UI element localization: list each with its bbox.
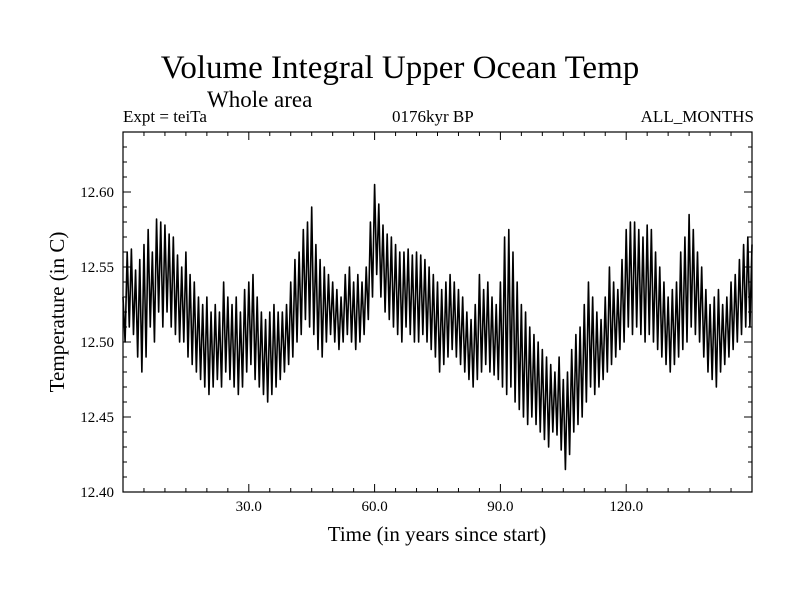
series-line xyxy=(122,183,753,471)
experiment-label: Expt = teiTa xyxy=(123,107,207,126)
x-axis-ticks: 30.0 60.0 90.0 120.0 xyxy=(143,132,732,515)
y-axis-ticks: 12.40 12.45 12.50 12.55 12.60 xyxy=(80,146,752,501)
y-axis-label: Temperature (in C) xyxy=(45,232,69,393)
y-tick-label: 12.60 xyxy=(80,185,114,201)
x-tick-label: 60.0 xyxy=(361,499,387,515)
y-tick-label: 12.55 xyxy=(80,260,114,276)
y-tick-label: 12.50 xyxy=(80,335,114,351)
y-tick-label: 12.40 xyxy=(80,485,114,501)
x-tick-label: 30.0 xyxy=(236,499,262,515)
months-label: ALL_MONTHS xyxy=(640,107,754,126)
x-axis-label: Time (in years since start) xyxy=(328,522,547,546)
x-tick-label: 90.0 xyxy=(487,499,513,515)
chart-title: Volume Integral Upper Ocean Temp xyxy=(160,50,640,86)
x-tick-label: 120.0 xyxy=(609,499,643,515)
epoch-label: 0176kyr BP xyxy=(392,107,474,126)
chart-subtitle: Whole area xyxy=(207,87,313,112)
y-tick-label: 12.45 xyxy=(80,410,114,426)
